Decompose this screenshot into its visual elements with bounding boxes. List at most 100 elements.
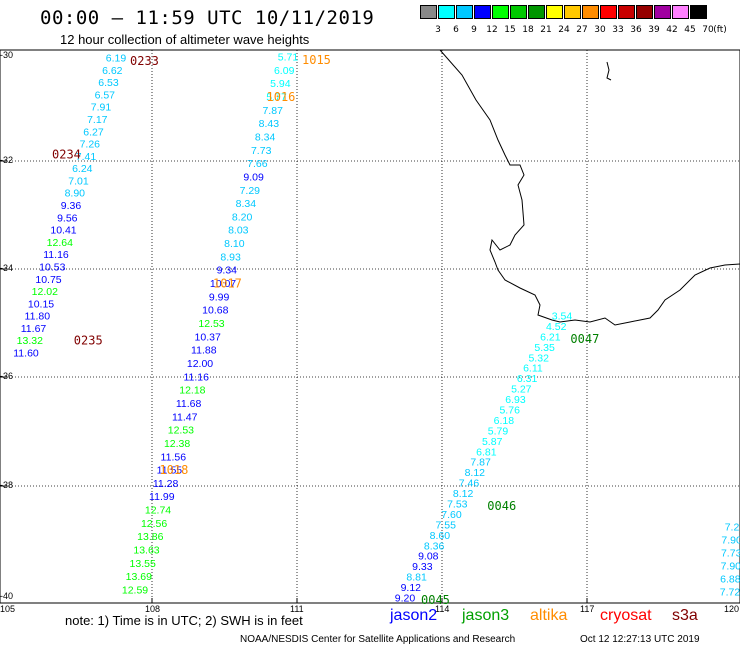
wave-height-value: 13.63 bbox=[133, 545, 159, 557]
map-frame bbox=[0, 49, 740, 604]
legend-label: 3 bbox=[435, 25, 441, 35]
wave-height-value: 9.33 bbox=[412, 561, 433, 573]
wave-height-value: 8.12 bbox=[453, 488, 474, 500]
wave-height-value: 4.52 bbox=[546, 321, 567, 333]
wave-height-value: 12.53 bbox=[168, 425, 194, 437]
legend-label: 39 bbox=[648, 25, 660, 35]
wave-height-value: 11.67 bbox=[21, 323, 47, 335]
pass-time-label: 0235 bbox=[74, 334, 103, 348]
wave-height-value: 7.17 bbox=[87, 114, 108, 126]
legend-label: 21 bbox=[540, 25, 552, 35]
wave-height-value: 6.81 bbox=[476, 446, 497, 458]
wave-height-value: 7.87 bbox=[470, 457, 491, 469]
satellite-name: altika bbox=[530, 607, 568, 624]
wave-height-value: 9.08 bbox=[418, 551, 439, 563]
map-title: 00:00 – 11:59 UTC 10/11/2019 bbox=[40, 7, 375, 29]
wave-height-value: 13.32 bbox=[17, 335, 43, 347]
longitude-label: 114 bbox=[435, 604, 450, 614]
wave-height-value: 5.87 bbox=[482, 436, 503, 448]
legend-label: 9 bbox=[471, 25, 477, 35]
satellite-name: s3a bbox=[672, 607, 698, 624]
wave-height-value: 5.77 bbox=[266, 92, 287, 104]
legend-swatch bbox=[654, 5, 671, 19]
wave-height-value: 6.18 bbox=[494, 415, 515, 427]
australia-coastline bbox=[439, 49, 740, 326]
wave-height-value: 11.80 bbox=[25, 311, 51, 323]
wave-height-value: 11.47 bbox=[172, 411, 198, 423]
legend-swatch bbox=[528, 5, 545, 19]
wave-height-value: 7.01 bbox=[68, 175, 89, 187]
legend-label: 33 bbox=[612, 25, 624, 35]
wave-height-value: 12.53 bbox=[198, 318, 224, 330]
wave-height-value: 10.37 bbox=[195, 331, 221, 343]
legend-swatch bbox=[582, 5, 599, 19]
longitude-label: 120 bbox=[724, 604, 740, 614]
wave-height-value: 7.90 bbox=[721, 535, 740, 547]
wave-height-value: 6.09 bbox=[274, 65, 295, 77]
credit-text: NOAA/NESDIS Center for Satellite Applica… bbox=[240, 634, 516, 645]
wave-height-value: 6.19 bbox=[106, 53, 127, 65]
wave-height-value: 5.35 bbox=[534, 342, 555, 354]
wave-height-value: 10.68 bbox=[202, 305, 228, 317]
generated-timestamp: Oct 12 12:27:13 UTC 2019 bbox=[580, 634, 700, 645]
legend-swatch bbox=[438, 5, 455, 19]
wave-height-value: 8.10 bbox=[224, 238, 245, 250]
wave-height-value: 8.81 bbox=[406, 572, 427, 584]
wave-height-value: 6.24 bbox=[72, 163, 93, 175]
wave-height-value: 9.34 bbox=[217, 265, 238, 277]
legend-swatch bbox=[600, 5, 617, 19]
legend-label: 15 bbox=[504, 25, 516, 35]
wave-height-value: 7.91 bbox=[91, 102, 112, 114]
wave-height-value: 9.36 bbox=[61, 200, 82, 212]
wave-height-value: 7.41 bbox=[76, 151, 97, 163]
legend-swatch bbox=[474, 5, 491, 19]
wave-height-value: 12.74 bbox=[145, 505, 171, 517]
pass-time-label: 0233 bbox=[130, 54, 159, 68]
wave-height-value: 7.46 bbox=[459, 478, 480, 490]
legend-swatch bbox=[420, 5, 437, 19]
wave-height-value: 12.02 bbox=[32, 286, 58, 298]
latitude-label: -36 bbox=[0, 371, 14, 381]
wave-height-value: 8.60 bbox=[430, 530, 451, 542]
wave-height-value: 11.55 bbox=[157, 465, 183, 477]
wave-height-value: 7.66 bbox=[247, 158, 268, 170]
legend-label: 12 bbox=[486, 25, 498, 35]
pass-time-label: 1018 bbox=[159, 463, 188, 477]
legend-unit: (ft) bbox=[713, 25, 727, 35]
wave-height-value: 11.88 bbox=[191, 345, 217, 357]
legend-label: 42 bbox=[666, 25, 678, 35]
wave-height-value: 7.2 bbox=[725, 522, 740, 534]
island-outline bbox=[606, 61, 612, 81]
wave-height-value: 11.68 bbox=[176, 398, 202, 410]
pass-time-label: 0047 bbox=[570, 332, 599, 346]
wave-height-value: 12.38 bbox=[164, 438, 190, 450]
wave-height-value: 7.73 bbox=[251, 145, 272, 157]
longitude-label: 111 bbox=[290, 604, 304, 614]
wave-height-value: 11.16 bbox=[183, 371, 209, 383]
wave-height-value: 7.73 bbox=[721, 548, 740, 560]
legend-swatch bbox=[510, 5, 527, 19]
legend-swatch bbox=[456, 5, 473, 19]
wave-height-value: 6.93 bbox=[505, 394, 526, 406]
wave-height-value: 7.90 bbox=[721, 561, 740, 573]
wave-height-value: 8.12 bbox=[465, 467, 486, 479]
wave-height-value: 7.87 bbox=[262, 105, 283, 117]
wave-height-value: 11.56 bbox=[161, 451, 187, 463]
wave-height-value: 8.93 bbox=[220, 251, 241, 263]
wave-height-value: 12.18 bbox=[179, 385, 205, 397]
wave-height-value: 7.53 bbox=[447, 499, 468, 511]
longitude-label: 105 bbox=[0, 604, 16, 614]
grid-lines bbox=[0, 50, 740, 603]
legend-label: 70 bbox=[702, 25, 714, 35]
wave-height-value: 7.55 bbox=[435, 519, 456, 531]
wave-height-value: 6.27 bbox=[83, 126, 104, 138]
latitude-label: -32 bbox=[0, 155, 14, 165]
wave-height-value: 7.29 bbox=[240, 185, 261, 197]
wave-height-value: 10.07 bbox=[210, 278, 236, 290]
wave-height-value: 9.99 bbox=[209, 291, 230, 303]
legend-label: 18 bbox=[522, 25, 534, 35]
legend-label: 36 bbox=[630, 25, 642, 35]
wave-height-value: 13.86 bbox=[137, 531, 163, 543]
wave-height-value: 12.59 bbox=[122, 585, 148, 597]
